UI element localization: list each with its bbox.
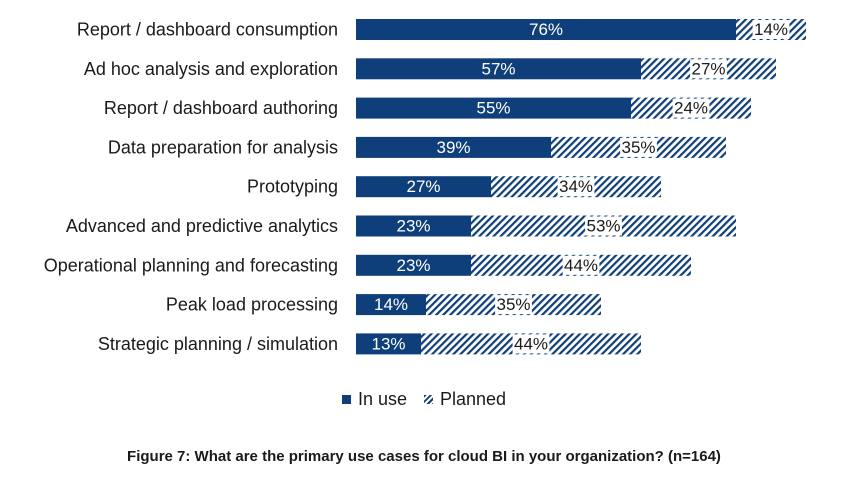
- legend-swatch-planned: [424, 395, 433, 404]
- data-label-background: [620, 137, 657, 157]
- legend-label-in-use: In use: [357, 389, 407, 409]
- data-label-background: [512, 334, 550, 354]
- legend-swatch-in-use: [341, 395, 351, 404]
- legend-label-planned: Planned: [440, 389, 507, 409]
- category-label: Ad hoc analysis and exploration: [84, 59, 338, 79]
- data-label-in-use: 13%: [371, 334, 405, 353]
- bar-in-use: [356, 19, 736, 40]
- bar-in-use: [356, 58, 641, 80]
- data-label-planned: 27%: [691, 59, 725, 78]
- data-label-planned: 44%: [564, 256, 598, 275]
- category-label: Operational planning and forecasting: [44, 255, 338, 275]
- data-label-planned: 35%: [496, 295, 530, 314]
- data-label-background: [752, 20, 790, 39]
- bar-in-use: [356, 333, 421, 355]
- data-label-background: [495, 295, 532, 315]
- data-label-background: [690, 59, 727, 79]
- data-label-planned: 44%: [514, 334, 548, 353]
- category-label: Data preparation for analysis: [108, 137, 338, 157]
- data-label-planned: 34%: [559, 177, 593, 196]
- legend-item-in-use: In use: [341, 389, 407, 410]
- data-label-planned: 53%: [586, 217, 620, 236]
- bar-chart: Report / dashboard consumption 76% 14% Ad h…: [44, 19, 806, 355]
- data-label-in-use: 23%: [396, 256, 430, 275]
- category-label: Report / dashboard authoring: [104, 98, 338, 118]
- bar-in-use: [356, 254, 471, 276]
- bar-in-use: [356, 215, 471, 237]
- category-label: Prototyping: [247, 177, 338, 197]
- data-label-planned: 35%: [621, 138, 655, 157]
- data-label-in-use: 23%: [396, 217, 430, 236]
- category-label: Report / dashboard consumption: [77, 20, 338, 40]
- data-label-background: [557, 177, 595, 197]
- category-label: Strategic planning / simulation: [98, 334, 338, 354]
- data-label-background: [585, 216, 622, 236]
- legend-item-planned: Planned: [424, 389, 506, 410]
- data-label-planned: 24%: [674, 99, 708, 118]
- bar-in-use: [356, 294, 426, 316]
- bar-in-use: [356, 97, 631, 119]
- data-label-planned: 14%: [754, 20, 788, 39]
- data-label-background: [562, 255, 600, 275]
- data-label-in-use: 57%: [481, 59, 515, 78]
- data-label-in-use: 55%: [476, 99, 510, 118]
- data-label-in-use: 76%: [529, 20, 563, 39]
- figure-caption: Figure 7: What are the primary use cases…: [127, 448, 721, 465]
- bar-in-use: [356, 136, 551, 158]
- bar-in-use: [356, 176, 491, 198]
- data-label-in-use: 39%: [436, 138, 470, 157]
- data-label-background: [672, 98, 710, 118]
- legend: In use Planned: [0, 388, 848, 410]
- data-label-in-use: 27%: [406, 177, 440, 196]
- data-label-in-use: 14%: [374, 295, 408, 314]
- category-label: Advanced and predictive analytics: [66, 216, 338, 236]
- category-label: Peak load processing: [166, 295, 338, 315]
